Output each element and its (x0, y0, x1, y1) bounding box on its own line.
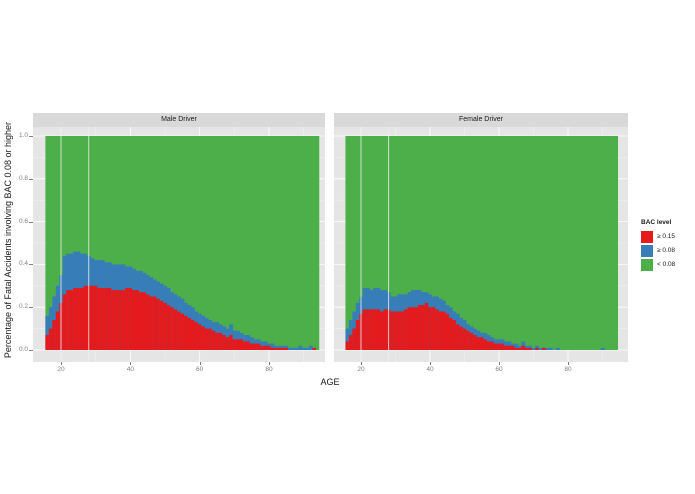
x-tick-mark (61, 362, 62, 365)
x-tick-mark (499, 362, 500, 365)
legend-item-lt-008: < 0.08 (641, 258, 675, 271)
x-tick-label: 60 (196, 366, 204, 373)
x-axis-label: AGE (320, 377, 340, 387)
x-tick-label: 80 (564, 366, 572, 373)
x-tick-mark (199, 362, 201, 365)
legend-swatch-green (641, 258, 653, 271)
y-tick-mark (29, 178, 33, 180)
y-tick-label: 0.6 (18, 217, 28, 225)
y-tick-label: 0.0 (18, 346, 28, 353)
facet-panel-male: Male Driver (33, 113, 325, 362)
x-tick-label: 20 (57, 366, 65, 373)
y-tick-mark (29, 307, 33, 309)
legend-item-ge-015: ≥ 0.15 (641, 230, 675, 243)
plot-area-female (334, 127, 628, 362)
x-tick-label: 20 (357, 366, 365, 373)
y-tick-mark (29, 136, 33, 137)
legend: BAC level ≥ 0.15 ≥ 0.08 < 0.08 (641, 219, 675, 272)
y-tick-label: 0.4 (18, 260, 28, 268)
facet-strip-female: Female Driver (334, 113, 628, 127)
x-tick-mark (130, 362, 132, 365)
y-axis-label: Percentage of Fatal Accidents involving … (3, 121, 13, 359)
y-tick-mark (29, 264, 33, 266)
x-tick-mark (361, 362, 362, 365)
legend-label: < 0.08 (657, 261, 676, 268)
x-tick-label: 40 (126, 366, 134, 373)
legend-swatch-red (641, 230, 653, 243)
legend-label: ≥ 0.08 (657, 247, 676, 254)
y-tick-label: 0.2 (18, 303, 28, 311)
legend-swatch-blue (641, 244, 653, 257)
plot-area-male (33, 127, 325, 362)
facet-panel-female: Female Driver (334, 113, 628, 362)
legend-title: BAC level (641, 219, 672, 226)
x-tick-label: 40 (426, 366, 434, 373)
x-tick-mark (568, 362, 569, 365)
y-tick-mark (29, 221, 33, 223)
y-tick-mark (29, 350, 33, 351)
legend-item-ge-008: ≥ 0.08 (641, 244, 675, 257)
y-tick-label: 0.8 (18, 174, 28, 182)
x-tick-mark (269, 362, 270, 365)
x-tick-label: 60 (495, 366, 503, 373)
legend-label: ≥ 0.15 (657, 233, 676, 240)
x-tick-label: 80 (265, 366, 273, 373)
y-tick-label: 1.0 (18, 132, 28, 139)
x-tick-mark (430, 362, 431, 365)
facet-strip-male: Male Driver (33, 113, 325, 127)
